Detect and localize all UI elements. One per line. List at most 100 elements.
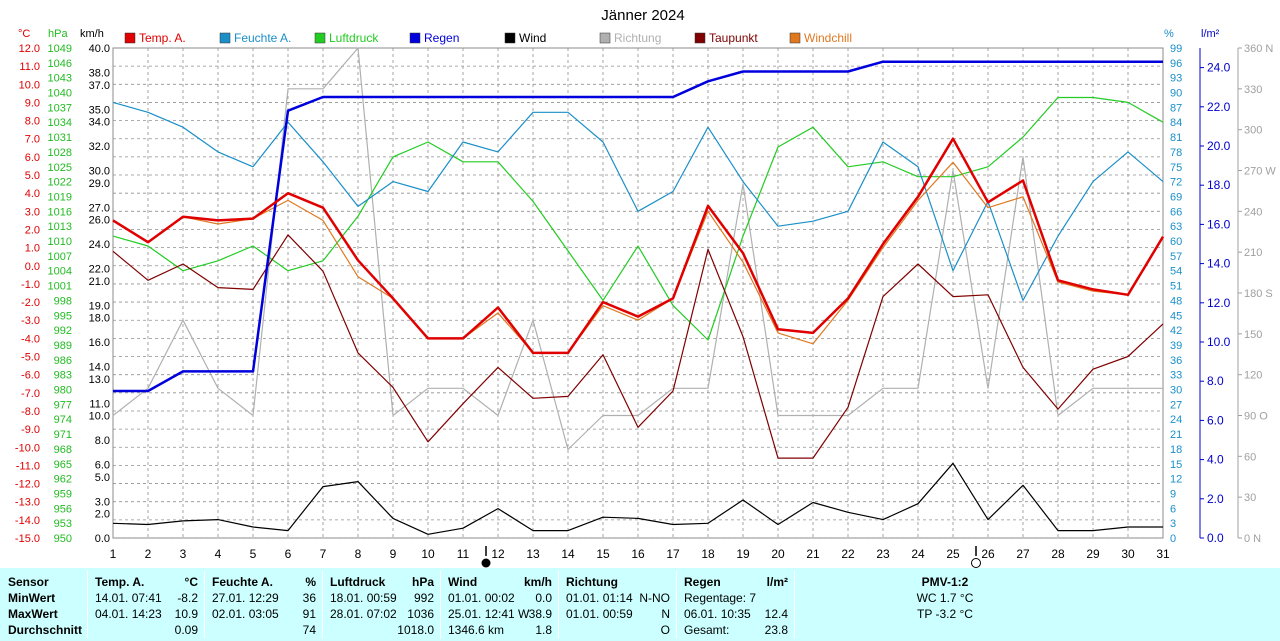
humidity-tick-label: 18 <box>1170 444 1182 456</box>
temp-tick-label: -8.0 <box>21 406 40 418</box>
humidity-tick-label: 21 <box>1170 429 1182 441</box>
humidity-tick-label: 45 <box>1170 310 1182 322</box>
wind-tick-label: 5.0 <box>95 472 110 484</box>
stats-min-label: MinWert <box>8 591 56 605</box>
wind-tick-label: 22.0 <box>89 264 110 276</box>
humidity-tick-label: 63 <box>1170 221 1182 233</box>
stats-humidity-max-date: 02.01. 03:05 <box>212 607 279 621</box>
stats-direction-min: N-NO <box>639 591 670 605</box>
x-tick-label: 17 <box>666 547 680 561</box>
temp-tick-label: -15.0 <box>15 533 40 545</box>
stats-pressure-column: Luftdruck hPa 18.01. 00:59 28.01. 07:02 … <box>323 568 440 641</box>
humidity-tick-label: 24 <box>1170 414 1182 426</box>
direction-tick-label: 180 S <box>1244 288 1273 300</box>
temp-tick-label: 11.0 <box>19 61 40 73</box>
legend-swatch <box>694 32 706 44</box>
wind-tick-label: 40.0 <box>89 43 110 55</box>
stats-direction-column: Richtung 01.01. 01:14 01.01. 00:59 N-NO … <box>559 568 676 641</box>
series-regen-line <box>113 60 1163 393</box>
rain-tick-label: 22.0 <box>1207 100 1231 114</box>
rain-tick-label: 20.0 <box>1207 139 1231 153</box>
stats-humidity-header: Feuchte A. <box>212 575 273 589</box>
pressure-tick-label: 1034 <box>48 117 72 129</box>
wind-tick-label: 34.0 <box>89 117 110 129</box>
temp-tick-label: 4.0 <box>25 188 40 200</box>
stats-pressure-unit: hPa <box>411 575 434 589</box>
x-tick-label: 10 <box>421 547 435 561</box>
direction-tick-label: 270 W <box>1244 166 1276 178</box>
stats-humidity-min: 36 <box>302 591 316 605</box>
humidity-tick-label: 48 <box>1170 295 1182 307</box>
stats-wind-distance: 1346.6 km <box>448 623 505 637</box>
temp-tick-label: -4.0 <box>21 333 40 345</box>
x-tick-label: 14 <box>561 547 575 561</box>
pressure-tick-label: 965 <box>54 459 72 471</box>
direction-tick-label: 300 <box>1244 125 1262 137</box>
wind-tick-label: 24.0 <box>89 239 110 251</box>
series-layer <box>112 47 1165 535</box>
temp-tick-label: 0.0 <box>25 261 40 273</box>
temp-tick-label: 3.0 <box>25 206 40 218</box>
stats-pmv-column: PMV-1:2 WC 1.7 °C TP -3.2 °C <box>795 568 1095 641</box>
humidity-tick-label: 57 <box>1170 251 1182 263</box>
stats-rain-column: Regen l/m² Regentage: 7 06.01. 10:35 Ges… <box>677 568 794 641</box>
humidity-tick-label: 54 <box>1170 266 1182 278</box>
direction-tick-label: 330 <box>1244 84 1262 96</box>
wind-axis: 40.0 38.037.0 35.034.0 32.0 30.029.0 27.026.0… <box>89 43 110 545</box>
stats-wind-header: Wind <box>448 575 478 589</box>
humidity-tick-label: 81 <box>1170 132 1182 144</box>
pressure-tick-label: 1049 <box>48 43 72 55</box>
pressure-tick-label: 989 <box>54 340 72 352</box>
stats-humidity-column: Feuchte A. % 27.01. 12:29 02.01. 03:05 3… <box>205 568 322 641</box>
humidity-tick-label: 99 <box>1170 43 1182 55</box>
stats-rain-header: Regen <box>684 575 721 589</box>
x-tick-label: 27 <box>1016 547 1030 561</box>
weather-chart: Jänner 2024 °C hPa km/h % l/m² Temp. A. F… <box>15 7 1276 568</box>
pressure-tick-label: 1028 <box>48 147 72 159</box>
x-tick-label: 7 <box>320 547 327 561</box>
pressure-tick-label: 1001 <box>48 281 72 293</box>
stats-temp-avg: 0.09 <box>174 623 198 637</box>
legend-swatch <box>789 32 801 44</box>
humidity-tick-label: 27 <box>1170 399 1182 411</box>
x-axis: 1 2 3 4 5 6 7 8 9 10 11 12 13 14 15 16 17 18 19 20 21 22 23 24 2… <box>110 547 1170 561</box>
pressure-tick-label: 974 <box>54 414 72 426</box>
stats-wind-max-date: 25.01. 12:41 W <box>448 607 530 621</box>
humidity-tick-label: 51 <box>1170 281 1182 293</box>
pressure-tick-label: 992 <box>54 325 72 337</box>
chart-title: Jänner 2024 <box>601 7 684 24</box>
wind-tick-label: 38.0 <box>89 68 110 80</box>
x-tick-label: 11 <box>457 547 470 561</box>
pressure-tick-label: 971 <box>54 429 72 441</box>
grid <box>112 47 1164 539</box>
legend: Temp. A. Feuchte A. Luftdruck Regen Wind Rich… <box>124 31 852 45</box>
pressure-tick-label: 956 <box>54 503 72 515</box>
legend-label: Feuchte A. <box>234 31 291 45</box>
stats-pmv-dewpoint: TP -3.2 °C <box>917 607 973 621</box>
stats-wind-unit: km/h <box>523 575 552 589</box>
legend-label: Luftdruck <box>329 31 379 45</box>
x-tick-label: 23 <box>876 547 890 561</box>
temp-tick-label: 5.0 <box>25 170 40 182</box>
pressure-tick-label: 959 <box>54 488 72 500</box>
temp-tick-label: -11.0 <box>16 460 40 472</box>
pressure-tick-label: 1046 <box>48 58 72 70</box>
humidity-tick-label: 39 <box>1170 340 1182 352</box>
x-tick-label: 4 <box>215 547 222 561</box>
wind-tick-label: 19.0 <box>89 300 110 312</box>
direction-tick-label: 30 <box>1244 492 1256 504</box>
wind-tick-label: 11.0 <box>89 398 110 410</box>
legend-label: Temp. A. <box>139 31 186 45</box>
stats-avg-label: Durchschnitt <box>8 623 83 637</box>
stats-humidity-min-date: 27.01. 12:29 <box>212 591 279 605</box>
temp-tick-label: 10.0 <box>19 79 40 91</box>
x-tick-label: 1 <box>110 547 117 561</box>
stats-rain-days: Regentage: 7 <box>684 591 757 605</box>
pressure-tick-label: 980 <box>54 385 72 397</box>
temp-tick-label: -10.0 <box>15 442 40 454</box>
wind-tick-label: 32.0 <box>89 141 110 153</box>
x-tick-label: 15 <box>596 547 610 561</box>
wind-tick-label: 0.0 <box>95 533 110 545</box>
pressure-tick-label: 953 <box>54 518 72 530</box>
temp-tick-label: -12.0 <box>15 479 40 491</box>
